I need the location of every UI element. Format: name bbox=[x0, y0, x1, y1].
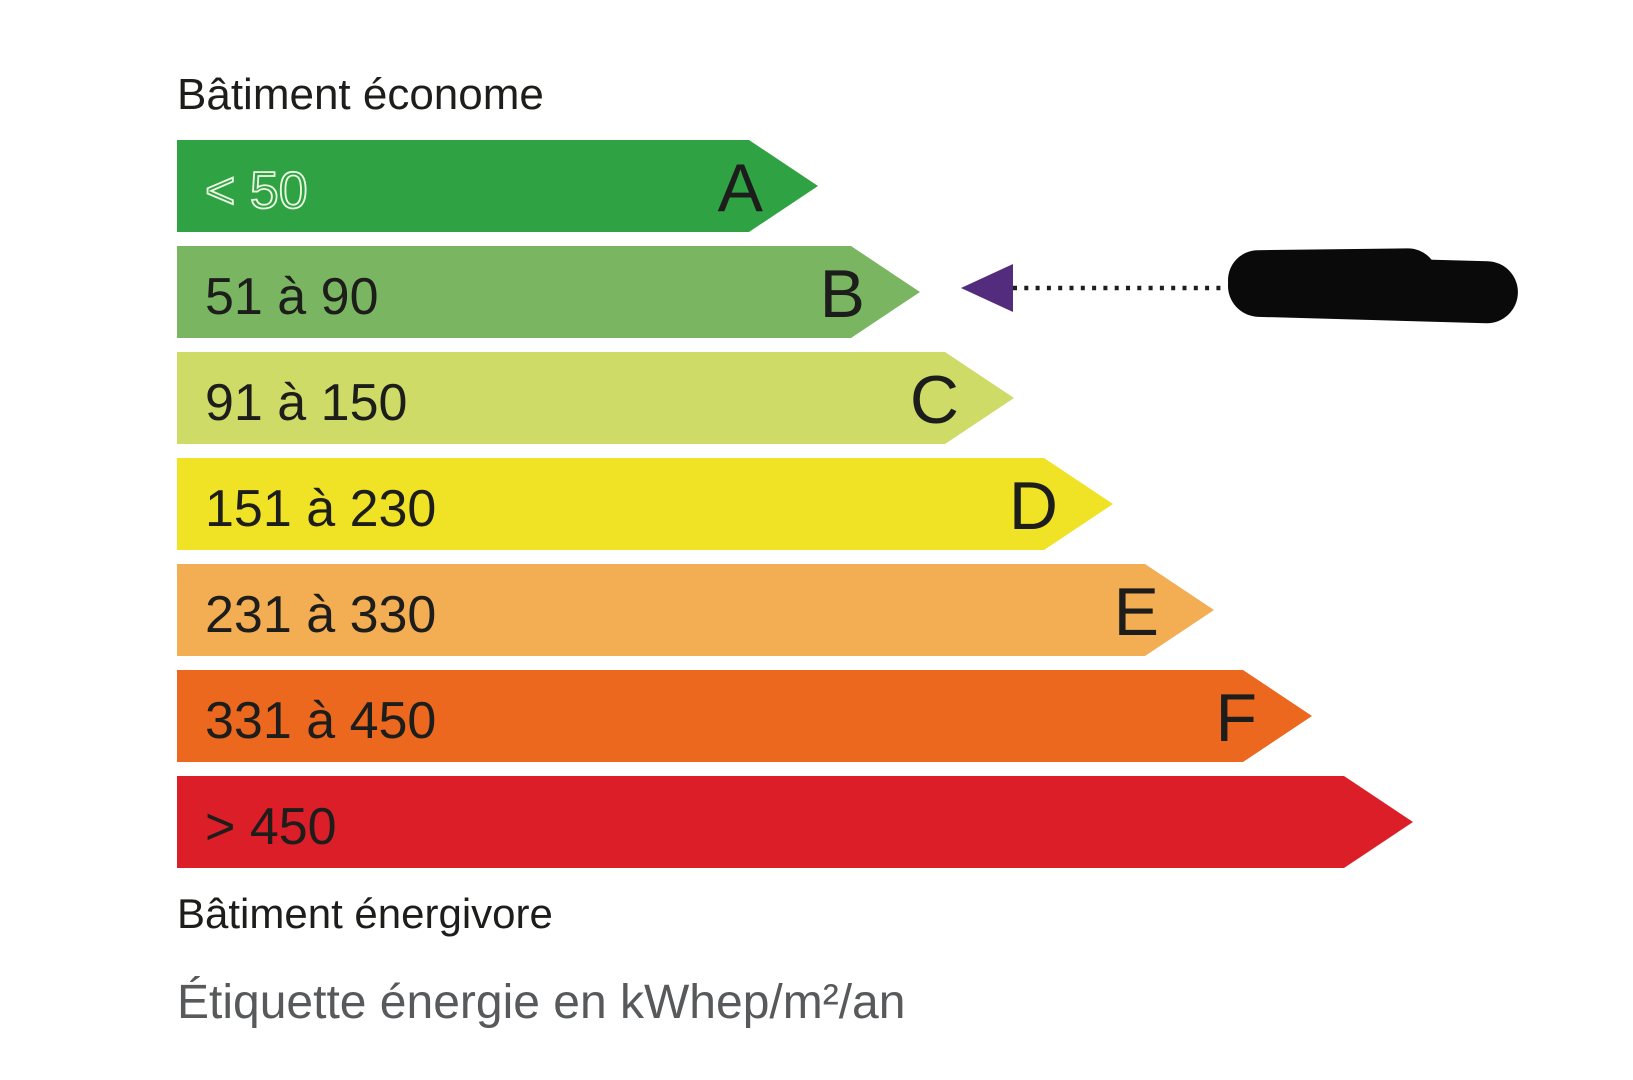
svg-text:D: D bbox=[1009, 468, 1058, 544]
svg-text:151 à 230: 151 à 230 bbox=[205, 480, 436, 538]
svg-text:B: B bbox=[820, 256, 865, 332]
svg-text:Étiquette énergie en kWhep/m²/: Étiquette énergie en kWhep/m²/an bbox=[177, 976, 905, 1029]
svg-text:91 à 150: 91 à 150 bbox=[205, 374, 407, 432]
svg-text:F: F bbox=[1215, 680, 1257, 756]
svg-text:331 à 450: 331 à 450 bbox=[205, 692, 436, 750]
svg-text:C: C bbox=[910, 362, 959, 438]
svg-text:51 à 90: 51 à 90 bbox=[205, 268, 379, 326]
svg-text:> 450: > 450 bbox=[205, 798, 337, 856]
svg-text:Bâtiment économe: Bâtiment économe bbox=[177, 70, 544, 119]
svg-text:Bâtiment énergivore: Bâtiment énergivore bbox=[177, 890, 553, 937]
svg-text:< 50: < 50 bbox=[205, 162, 308, 220]
svg-text:E: E bbox=[1114, 574, 1159, 650]
svg-text:231 à 330: 231 à 330 bbox=[205, 586, 436, 644]
svg-text:A: A bbox=[718, 150, 764, 226]
